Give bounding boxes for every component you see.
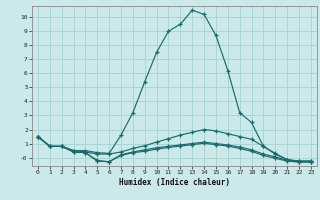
X-axis label: Humidex (Indice chaleur): Humidex (Indice chaleur)	[119, 178, 230, 187]
